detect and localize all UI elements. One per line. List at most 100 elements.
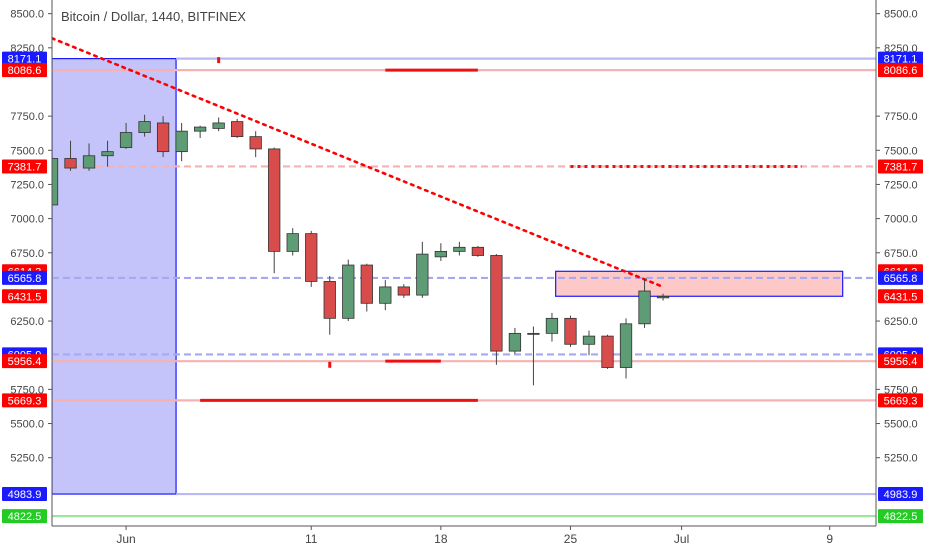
y-tick-label-right: 5500.0 — [884, 419, 918, 431]
price-label-box-right — [878, 393, 923, 408]
price-label-left: 7381.7 — [8, 161, 42, 173]
candle-body — [286, 233, 299, 252]
candle — [564, 315, 577, 348]
price-label-box-right — [878, 354, 923, 369]
candle — [119, 122, 133, 149]
price-label-right: 5956.4 — [884, 356, 918, 368]
red-mark — [217, 57, 221, 64]
candle-body — [305, 233, 318, 282]
price-label-box-right — [878, 487, 923, 502]
candle — [490, 254, 503, 365]
candle-body — [601, 335, 614, 368]
price-label-box-left — [2, 51, 47, 66]
y-tick-label-left: 7500.0 — [10, 145, 44, 157]
candle — [416, 241, 429, 298]
plot-area — [52, 36, 876, 518]
candle-body — [527, 332, 540, 335]
candle-body — [156, 122, 170, 153]
candle-body — [638, 290, 651, 325]
candle — [342, 259, 355, 322]
candle-body — [656, 296, 670, 299]
candle-body — [434, 250, 447, 258]
price-label-box-left — [2, 63, 47, 78]
price-label-box-right — [878, 159, 923, 174]
candle-body — [249, 136, 262, 150]
y-tick-label-right: 7750.0 — [884, 111, 918, 123]
y-tick-label-left: 5750.0 — [10, 384, 44, 396]
x-tick-label: Jun — [116, 532, 135, 546]
candle-body — [545, 317, 559, 334]
candle — [286, 228, 299, 256]
candle-body — [582, 335, 596, 345]
y-tick-label-right: 6250.0 — [884, 316, 918, 328]
candle — [582, 330, 596, 356]
candle — [379, 280, 392, 311]
price-label-right: 8171.1 — [884, 54, 918, 66]
candle — [508, 327, 522, 354]
candle-body — [564, 317, 577, 345]
price-label-box-right — [878, 509, 923, 524]
price-label-right: 8086.6 — [884, 65, 918, 77]
candle-body — [508, 332, 522, 352]
price-label-left: 8086.6 — [8, 65, 42, 77]
candle — [527, 326, 540, 386]
candle — [249, 131, 262, 158]
price-label-right: 5669.3 — [884, 395, 918, 407]
price-label-left: 8171.1 — [8, 54, 42, 66]
price-label-left: 4822.5 — [8, 511, 42, 523]
candle — [156, 116, 170, 158]
candle-body — [453, 246, 466, 252]
candle — [305, 230, 318, 287]
candle — [82, 143, 96, 171]
candle-body — [471, 246, 485, 256]
candle-body — [64, 158, 77, 169]
red-mark — [328, 361, 332, 368]
y-tick-label-left: 5250.0 — [10, 453, 44, 465]
candle — [175, 122, 188, 162]
y-tick-label-left: 6250.0 — [10, 316, 44, 328]
y-tick-label-right: 5250.0 — [884, 453, 918, 465]
candle — [360, 263, 373, 312]
candle — [138, 114, 151, 137]
price-label-right: 4822.5 — [884, 511, 918, 523]
y-tick-label-right: 8500.0 — [884, 9, 918, 21]
x-tick-label: 9 — [826, 532, 833, 546]
candle-body — [101, 151, 114, 157]
price-label-left: 5669.3 — [8, 395, 42, 407]
price-label-box-left — [2, 509, 47, 524]
candle — [64, 140, 77, 171]
y-tick-label-left: 7250.0 — [10, 179, 44, 191]
candle — [619, 318, 633, 379]
price-label-left: 6431.5 — [8, 291, 42, 303]
price-label-box-left — [2, 270, 47, 285]
candle — [545, 312, 559, 342]
price-label-left: 5956.4 — [8, 356, 42, 368]
price-label-right: 7381.7 — [884, 161, 918, 173]
candle — [397, 284, 410, 298]
price-label-box-left — [2, 289, 47, 304]
price-label-box-left — [2, 487, 47, 502]
x-tick-label: 11 — [305, 532, 318, 546]
y-tick-label-right: 7250.0 — [884, 179, 918, 191]
candle-body — [82, 155, 96, 169]
candle-body — [619, 323, 633, 368]
candle — [101, 140, 114, 167]
y-tick-label-left: 6750.0 — [10, 248, 44, 260]
price-label-right: 6431.5 — [884, 291, 918, 303]
candle-body — [138, 121, 151, 133]
chart-title: Bitcoin / Dollar, 1440, BITFINEX — [61, 9, 246, 24]
candle-body — [175, 130, 188, 153]
x-tick-label: 18 — [434, 532, 448, 546]
candle — [638, 278, 651, 328]
y-tick-label-left: 7000.0 — [10, 214, 44, 226]
candle-body — [490, 255, 503, 352]
candle — [268, 147, 281, 274]
zone-rectangle — [52, 57, 177, 495]
y-tick-label-right: 7000.0 — [884, 214, 918, 226]
price-label-left: 6565.8 — [8, 273, 42, 285]
price-label-box-left — [2, 354, 47, 369]
y-tick-label-right: 6750.0 — [884, 248, 918, 260]
candle-body — [397, 286, 410, 296]
x-tick-label: 25 — [564, 532, 578, 546]
